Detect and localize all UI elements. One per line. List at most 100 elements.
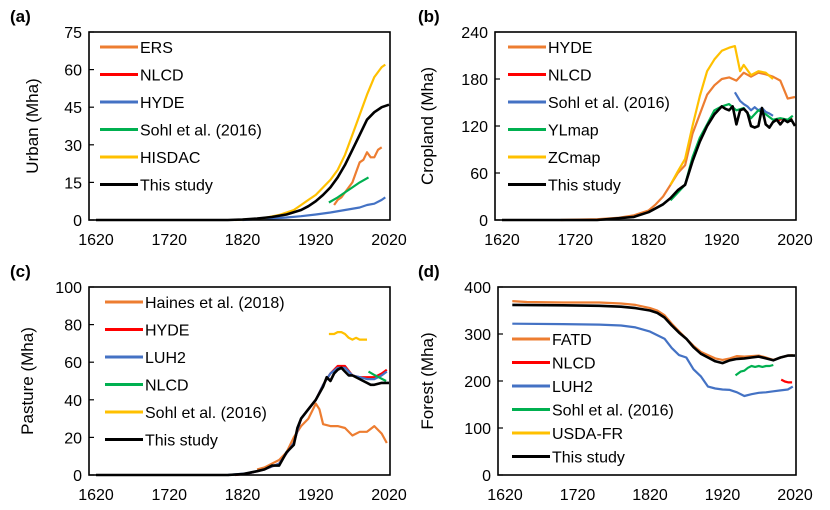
legend-label: USDA-FR	[552, 426, 623, 443]
x-tick-label: 2020	[777, 487, 813, 504]
legend-label: FATD	[552, 332, 592, 349]
x-tick-label: 2020	[371, 487, 407, 504]
legend: FATD NLCD LUH2 Sohl et al. (2016) USDA-FR Thi…	[512, 332, 674, 467]
series-line-sohl-et-al-2016	[734, 363, 774, 377]
y-tick-label: 200	[464, 374, 491, 391]
x-tick-label: 1820	[225, 487, 261, 504]
legend-label: Haines et al. (2018)	[145, 295, 285, 312]
y-tick-label: 0	[479, 213, 488, 230]
y-tick-label: 45	[64, 100, 82, 117]
x-tick-label: 1920	[705, 487, 741, 504]
x-tick-label: 1620	[484, 232, 520, 249]
legend-label: ERS	[140, 40, 173, 57]
y-tick-label: 60	[64, 355, 82, 372]
legend-label: NLCD	[140, 68, 184, 85]
series-line-fatd	[512, 300, 793, 361]
panel-b: (b) Cropland (Mha) 0 60 120 180 240 1620 1720 182…	[418, 7, 813, 249]
y-tick-label: 300	[464, 327, 491, 344]
plot-frame	[88, 31, 391, 221]
legend-label: Sohl et al. (2016)	[552, 403, 674, 420]
legend-label: HYDE	[548, 40, 592, 57]
panel-d: (d) Forest (Mha) 0 100 200 300 400 1620 1720 1820…	[418, 262, 813, 504]
series-line-this-study	[96, 103, 390, 222]
y-axis-title: Urban (Mha)	[23, 78, 42, 173]
y-tick-label: 240	[461, 25, 488, 42]
legend-label: NLCD	[548, 68, 592, 85]
legend-label: LUH2	[145, 350, 186, 367]
x-tick-label: 2020	[777, 232, 813, 249]
x-tick-label: 1720	[151, 232, 187, 249]
legend-label: HISDAC	[140, 150, 200, 167]
legend-label: Sohl et al. (2016)	[140, 123, 262, 140]
plot-frame	[497, 286, 797, 476]
x-tick-label: 1720	[557, 232, 593, 249]
legend-label: NLCD	[145, 378, 189, 395]
x-tick-label: 1920	[298, 487, 334, 504]
panel-c: (c) Pasture (Mha) 0 20 40 60 80 100 1620 1720 1820…	[10, 262, 407, 504]
legend: HYDE NLCD Sohl et al. (2016) YLmap ZCmap This…	[508, 40, 670, 195]
series-line-sohl-et-al-2016	[328, 331, 367, 341]
y-tick-label: 0	[73, 468, 82, 485]
y-tick-label: 400	[464, 280, 491, 297]
x-tick-label: 1920	[298, 232, 334, 249]
y-axis-title: Forest (Mha)	[418, 332, 437, 429]
legend-label: Sohl et al. (2016)	[548, 95, 670, 112]
legend-label: YLmap	[548, 123, 599, 140]
panel-label: (d)	[418, 262, 440, 281]
x-tick-label: 1620	[78, 487, 114, 504]
y-tick-label: 100	[55, 280, 82, 297]
x-tick-label: 1720	[151, 487, 187, 504]
series-line-sohl-et-al-2016	[328, 176, 370, 204]
y-tick-label: 100	[464, 421, 491, 438]
y-tick-label: 120	[461, 119, 488, 136]
y-tick-label: 80	[64, 318, 82, 335]
x-tick-label: 1920	[704, 232, 740, 249]
x-tick-label: 1820	[631, 232, 667, 249]
legend-label: HYDE	[145, 323, 189, 340]
legend-label: ZCmap	[548, 150, 601, 167]
y-axis-title: Cropland (Mha)	[418, 67, 437, 185]
series-line-nlcd	[367, 370, 387, 382]
legend-label: This study	[145, 433, 218, 450]
series-line-this-study	[512, 303, 795, 365]
panel-a: (a) Urban (Mha) 0 15 30 45 60 75 1620 1720 1820 192…	[10, 7, 407, 249]
legend-label: Sohl et al. (2016)	[145, 405, 267, 422]
legend-label: This study	[552, 450, 625, 467]
series-line-hyde	[560, 71, 796, 222]
y-axis-title: Pasture (Mha)	[18, 327, 37, 435]
legend: ERS NLCD HYDE Sohl et al. (2016) HISDAC This …	[100, 40, 262, 195]
plot-frame	[494, 31, 797, 221]
series-line-haines-et-al-2018	[256, 402, 388, 471]
legend-label: HYDE	[140, 95, 184, 112]
series-line-hisdac	[235, 63, 386, 222]
panel-label: (a)	[10, 7, 31, 26]
x-tick-label: 2020	[371, 232, 407, 249]
series-line-zcmap	[669, 44, 774, 186]
y-tick-label: 60	[64, 63, 82, 80]
x-tick-label: 1820	[632, 487, 668, 504]
y-tick-label: 40	[64, 393, 82, 410]
legend-label: NLCD	[552, 356, 596, 373]
y-tick-label: 30	[64, 138, 82, 155]
series-line-ers	[333, 146, 383, 206]
x-tick-label: 1820	[225, 232, 261, 249]
panel-label: (c)	[10, 262, 31, 281]
legend-label: LUH2	[552, 379, 593, 396]
series-line-this-study	[502, 105, 797, 222]
y-tick-label: 75	[64, 25, 82, 42]
series-line-sohl-et-al-2016	[733, 91, 774, 117]
y-tick-label: 20	[64, 430, 82, 447]
legend-label: This study	[140, 178, 213, 195]
series-line-luh2	[512, 322, 794, 398]
series-line-this-study	[96, 366, 389, 477]
legend-label: This study	[548, 178, 621, 195]
y-tick-label: 180	[461, 72, 488, 89]
series-line-hyde	[242, 196, 386, 222]
y-tick-label: 0	[482, 468, 491, 485]
x-tick-label: 1720	[560, 487, 596, 504]
plot-frame	[88, 286, 391, 476]
series-line-nlcd	[780, 378, 793, 384]
y-tick-label: 60	[470, 166, 488, 183]
legend: Haines et al. (2018) HYDE LUH2 NLCD Sohl et …	[105, 295, 285, 450]
